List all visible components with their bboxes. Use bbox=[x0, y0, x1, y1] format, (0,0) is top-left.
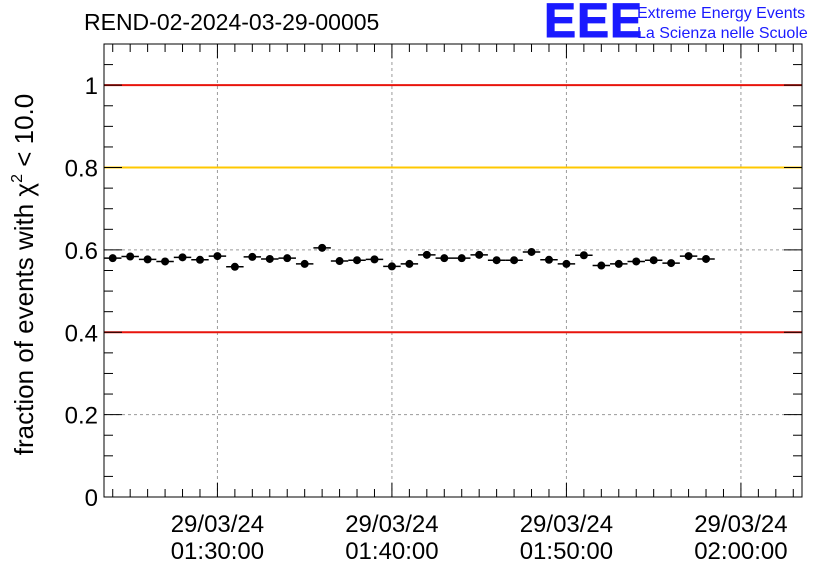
data-point bbox=[492, 256, 501, 265]
data-point bbox=[405, 259, 414, 268]
data-point bbox=[300, 259, 309, 268]
x-tick-label-date: 29/03/24 bbox=[694, 511, 787, 538]
data-point bbox=[422, 250, 431, 259]
axis-ticks bbox=[104, 44, 802, 498]
data-point bbox=[614, 259, 623, 268]
tick-labels: 00.20.40.60.8129/03/2401:30:0029/03/2401… bbox=[65, 73, 788, 565]
y-tick-label: 0.8 bbox=[65, 156, 98, 183]
run-title: REND-02-2024-03-29-00005 bbox=[84, 9, 380, 35]
data-point bbox=[265, 254, 274, 263]
data-point bbox=[143, 255, 152, 264]
data-point bbox=[335, 257, 344, 266]
y-tick-label: 0.4 bbox=[65, 320, 98, 347]
data-point bbox=[161, 257, 170, 266]
logo-line-1: Extreme Energy Events bbox=[637, 5, 806, 22]
y-tick-label: 0.6 bbox=[65, 238, 98, 265]
data-point bbox=[248, 252, 257, 261]
x-tick-label-time: 01:40:00 bbox=[345, 538, 438, 565]
data-point bbox=[283, 254, 292, 263]
x-tick-label-time: 02:00:00 bbox=[694, 538, 787, 565]
data-point bbox=[440, 254, 449, 263]
data-point bbox=[353, 256, 362, 265]
y-axis-label-suffix: < 10.0 bbox=[9, 94, 39, 174]
data-point bbox=[649, 256, 658, 265]
plot-frame bbox=[103, 43, 803, 498]
y-tick-label: 0 bbox=[85, 485, 98, 512]
x-tick-label-date: 29/03/24 bbox=[171, 511, 264, 538]
data-point bbox=[597, 261, 606, 270]
data-point bbox=[178, 253, 187, 262]
x-tick-label-time: 01:50:00 bbox=[520, 538, 613, 565]
data-point bbox=[562, 259, 571, 268]
data-point bbox=[213, 252, 222, 261]
y-tick-label: 1 bbox=[85, 73, 98, 100]
y-axis-label: fraction of events with χ2 < 10.0 bbox=[9, 94, 39, 455]
data-point bbox=[387, 262, 396, 271]
y-axis-label-symbol: χ bbox=[9, 183, 39, 197]
data-point bbox=[632, 257, 641, 266]
data-point bbox=[684, 252, 693, 261]
data-point bbox=[126, 252, 135, 261]
data-point bbox=[230, 262, 239, 271]
reference-lines bbox=[104, 84, 802, 334]
y-tick-label: 0.2 bbox=[65, 403, 98, 430]
x-tick-label-date: 29/03/24 bbox=[345, 511, 438, 538]
data-point bbox=[475, 250, 484, 259]
data-point bbox=[457, 254, 466, 263]
data-point bbox=[510, 256, 519, 265]
data-points bbox=[104, 243, 715, 271]
data-point bbox=[370, 255, 379, 264]
data-point bbox=[544, 255, 553, 264]
data-point bbox=[318, 243, 327, 252]
data-point bbox=[579, 251, 588, 260]
data-point bbox=[667, 259, 676, 268]
grid bbox=[104, 44, 802, 497]
y-axis-label-sup: 2 bbox=[9, 174, 26, 183]
data-point bbox=[108, 254, 117, 263]
x-tick-label-time: 01:30:00 bbox=[171, 538, 264, 565]
logo-mark: EEE bbox=[543, 0, 644, 48]
data-point bbox=[527, 247, 536, 256]
x-tick-label-date: 29/03/24 bbox=[520, 511, 613, 538]
data-point bbox=[702, 254, 711, 263]
eee-logo: EEE Extreme Energy Events La Scienza nel… bbox=[543, 0, 834, 48]
logo-line-2: La Scienza nelle Scuole bbox=[637, 25, 808, 42]
data-point bbox=[195, 255, 204, 264]
y-axis-label-prefix: fraction of events with bbox=[9, 197, 39, 456]
